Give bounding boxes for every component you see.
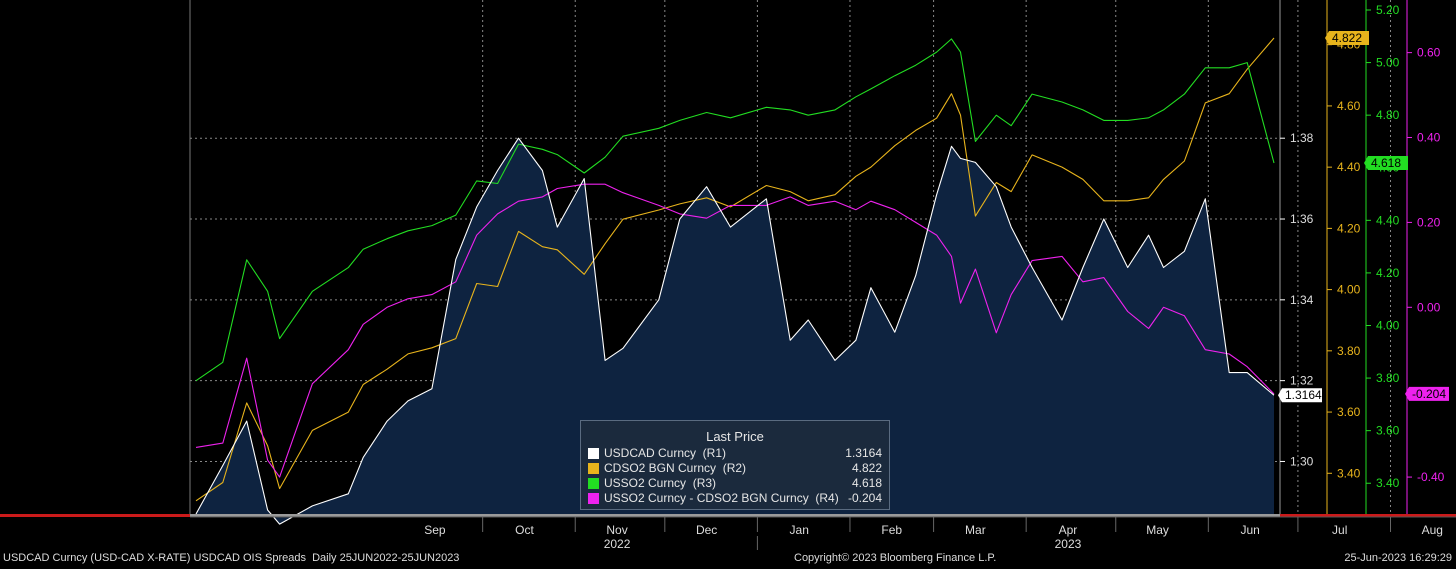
legend-swatch bbox=[588, 448, 599, 459]
axis-r3: 3.403.603.804.004.204.404.604.805.005.20 bbox=[1365, 0, 1400, 514]
tag-background bbox=[1364, 156, 1408, 171]
axis-tick-label: -0.40 bbox=[1417, 470, 1445, 484]
footer-copyright: Copyright© 2023 Bloomberg Finance L.P. bbox=[794, 552, 997, 564]
legend-last-price: 4.618 bbox=[851, 476, 882, 490]
axis-tick-label: 1.36 bbox=[1290, 212, 1314, 226]
axis-tick-label: 4.40 bbox=[1376, 213, 1400, 227]
x-axis-month-label: Dec bbox=[696, 523, 717, 537]
x-axis-month-label: Nov bbox=[606, 523, 627, 537]
series-line-usso2 bbox=[195, 38, 1275, 382]
legend-item-cdso2: CDSO2 BGN Curncy (R2) 4.822 bbox=[588, 461, 884, 476]
x-axis-month-label: Mar bbox=[965, 523, 986, 537]
tag-background bbox=[1325, 30, 1369, 45]
legend-item-spread: USSO2 Curncy - CDSO2 BGN Curncy (R4) -0.… bbox=[588, 491, 884, 506]
legend-series-name: CDSO2 BGN Curncy (R2) bbox=[604, 461, 747, 475]
legend-swatch bbox=[588, 493, 599, 504]
x-axis-year-label: 2023 bbox=[1055, 537, 1082, 551]
last-price-tag: 4.618 bbox=[1364, 156, 1408, 171]
axes-right: 1.30 1.32 1.34 1.36 1.38 3.40 3.60 3.80 4.00 4.20… bbox=[1278, 0, 1449, 514]
last-price-tag: 1.3164 bbox=[1278, 388, 1322, 403]
legend-last-price: 1.3164 bbox=[845, 446, 882, 460]
axis-r2: 3.403.603.804.004.204.404.604.80 bbox=[1326, 0, 1361, 514]
series-line-usdcad bbox=[195, 137, 1275, 525]
tag-label: 4.618 bbox=[1371, 156, 1401, 170]
legend-series-name: USSO2 Curncy - CDSO2 BGN Curncy (R4) bbox=[604, 491, 839, 505]
x-axis-month-label: Sep bbox=[424, 523, 446, 537]
x-axis-month-label: Aug bbox=[1422, 523, 1443, 537]
axis-tick-label: 0.20 bbox=[1417, 215, 1441, 229]
x-axis-scroll bbox=[190, 514, 1280, 517]
axis-tick-label: 3.40 bbox=[1337, 466, 1361, 480]
legend-item-usdcad: USDCAD Curncy (R1) 1.3164 bbox=[588, 446, 884, 461]
legend-last-price: -0.204 bbox=[847, 491, 882, 505]
axis-tick-label: 4.60 bbox=[1337, 99, 1361, 113]
plot-area bbox=[195, 138, 1274, 525]
x-axis-month-label: Jan bbox=[790, 523, 809, 537]
axis-tick-label: 1.38 bbox=[1290, 131, 1314, 145]
series-area-usdcad bbox=[195, 138, 1274, 525]
axis-tick-label: 1.34 bbox=[1290, 293, 1314, 307]
axis-tick-label: 1.32 bbox=[1290, 374, 1314, 388]
axis-tick-label: 4.00 bbox=[1376, 318, 1400, 332]
legend-item-usso2: USSO2 Curncy (R3) 4.618 bbox=[588, 476, 884, 491]
axis-tick-label: 4.20 bbox=[1376, 266, 1400, 280]
axis-tick-label: 0.60 bbox=[1417, 46, 1441, 60]
axis-tick-label: 4.40 bbox=[1337, 160, 1361, 174]
footer-description: USDCAD Curncy (USD-CAD X-RATE) USDCAD OI… bbox=[3, 552, 460, 564]
axis-tick-label: 3.40 bbox=[1376, 476, 1400, 490]
x-axis-month-label: Jun bbox=[1240, 523, 1259, 537]
axis-tick-label: 4.00 bbox=[1337, 283, 1361, 297]
axis-tick-label: 5.00 bbox=[1376, 56, 1400, 70]
axis-tick-label: 1.30 bbox=[1290, 454, 1314, 468]
last-price-tag: 4.822 bbox=[1325, 31, 1369, 45]
legend-swatch bbox=[588, 463, 599, 474]
legend-title: Last Price bbox=[706, 429, 764, 444]
axis-r1: 1.30 1.32 1.34 1.36 1.38 bbox=[1280, 131, 1314, 468]
axis-r4: -0.40 0.00 0.20 0.40 0.60 bbox=[1406, 0, 1445, 514]
footer-timestamp: 25-Jun-2023 16:29:29 bbox=[1344, 552, 1452, 564]
axis-tick-label: 3.80 bbox=[1337, 344, 1361, 358]
series-line-cdso2 bbox=[195, 37, 1275, 502]
x-axis-year-label: 2022 bbox=[604, 537, 631, 551]
legend-series-name: USSO2 Curncy (R3) bbox=[604, 476, 717, 490]
axis-tick-label: 3.60 bbox=[1376, 424, 1400, 438]
axis-tick-label: 0.40 bbox=[1417, 131, 1441, 145]
axis-tick-label: 5.20 bbox=[1376, 3, 1400, 17]
series-line-spread bbox=[195, 183, 1275, 478]
x-axis-month-label: Feb bbox=[881, 523, 902, 537]
tag-background bbox=[1278, 388, 1322, 403]
axis-tick-label: 3.80 bbox=[1376, 371, 1400, 385]
x-axis-month-label: Jul bbox=[1332, 523, 1347, 537]
legend: Last Price USDCAD Curncy (R1) 1.3164 CDS… bbox=[580, 420, 890, 510]
tag-background bbox=[1405, 386, 1449, 401]
axis-tick-label: 4.80 bbox=[1376, 108, 1400, 122]
tag-label: 1.3164 bbox=[1285, 388, 1322, 402]
tag-label: -0.204 bbox=[1412, 387, 1446, 401]
legend-series-name: USDCAD Curncy (R1) bbox=[604, 446, 727, 460]
x-axis-month-label: May bbox=[1146, 523, 1169, 537]
legend-swatch bbox=[588, 478, 599, 489]
tag-label: 4.822 bbox=[1332, 31, 1362, 45]
plot-lines bbox=[195, 37, 1275, 525]
legend-last-price: 4.822 bbox=[851, 461, 882, 475]
x-axis: Sep Oct Nov Dec Jan Feb Mar Apr May Jun Jul Aug 2022… bbox=[0, 514, 1456, 551]
x-axis-month-label: Oct bbox=[515, 523, 534, 537]
axis-tick-label: 4.20 bbox=[1337, 221, 1361, 235]
axis-tick-label: 0.00 bbox=[1417, 300, 1441, 314]
x-axis-month-label: Apr bbox=[1059, 523, 1078, 537]
last-price-tag: -0.204 bbox=[1405, 386, 1449, 401]
axis-tick-label: 3.60 bbox=[1337, 405, 1361, 419]
